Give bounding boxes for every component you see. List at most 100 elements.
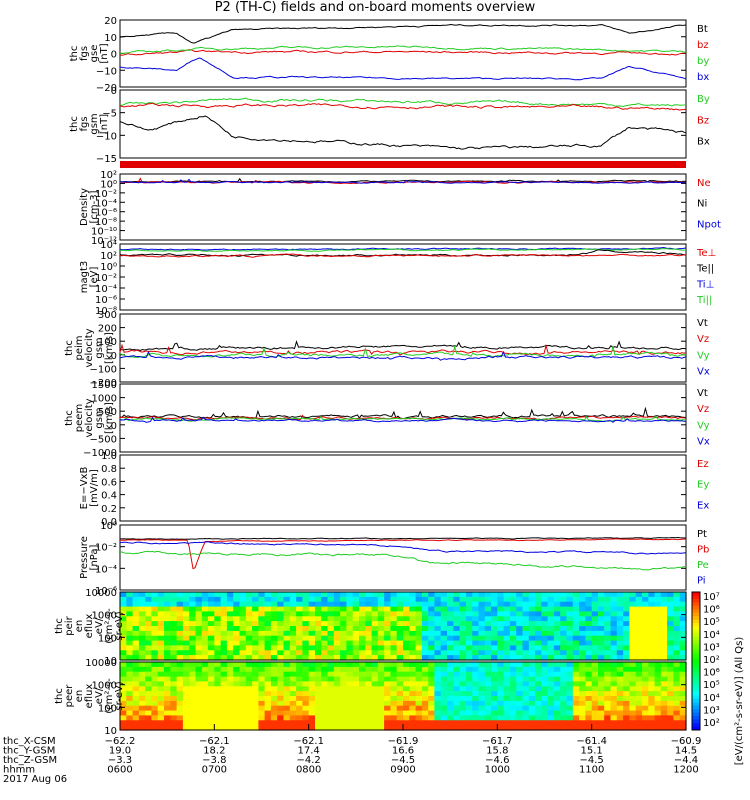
spectrogram-cell (679, 696, 687, 702)
spectrogram-cell (283, 611, 291, 617)
spectrogram-cell (214, 710, 222, 717)
spectrogram-cell (302, 630, 310, 637)
spectrogram-cell (679, 662, 687, 668)
spectrogram-cell (491, 720, 498, 726)
spectrogram-cell (579, 676, 586, 683)
legend-Ti||: Ti|| (696, 295, 712, 306)
spectrogram-cell (660, 720, 668, 726)
spectrogram-cell (654, 686, 662, 692)
spectrogram-cell (560, 725, 568, 731)
spectrogram-cell (497, 671, 505, 678)
spectrogram-cell (296, 596, 303, 603)
spectrogram-cell (132, 626, 140, 632)
spectrogram-cell (132, 710, 140, 717)
spectrogram-cell (245, 662, 253, 668)
spectrogram-cell (598, 626, 605, 632)
spectrogram-cell (296, 700, 303, 707)
spectrogram-cell (214, 705, 222, 712)
spectrogram-cell (522, 601, 530, 608)
spectrogram-cell (403, 621, 410, 627)
colorbar-cell (692, 709, 700, 714)
spectrogram-cell (352, 696, 360, 702)
spectrogram-cell (239, 662, 247, 668)
spectrogram-cell (321, 725, 329, 731)
spectrogram-cell (270, 650, 278, 656)
spectrogram-cell (120, 611, 127, 617)
spectrogram-cell (447, 696, 454, 702)
spectrogram-cell (132, 715, 140, 721)
spectrogram-cell (648, 696, 656, 702)
spectrogram-cell (377, 650, 385, 656)
spectrogram-cell (478, 710, 486, 717)
spectrogram-cell (679, 681, 687, 687)
spectrogram-cell (459, 616, 467, 622)
spectrogram-cell (591, 686, 599, 692)
spectrogram-cell (616, 645, 624, 651)
spectrogram-cell (264, 710, 272, 717)
x-tick-label: −62.2 (105, 736, 136, 747)
spectrogram-cell (459, 700, 467, 707)
spectrogram-cell (333, 700, 341, 707)
spectrogram-cell (572, 630, 580, 637)
spectrogram-cell (572, 696, 580, 702)
spectrogram-cell (642, 621, 649, 627)
y-axis-label: peir (64, 615, 75, 635)
spectrogram-cell (453, 691, 461, 697)
spectrogram-cell (340, 655, 347, 661)
spectrogram-cell (170, 676, 178, 683)
spectrogram-cell (472, 635, 480, 642)
spectrogram-cell (189, 650, 197, 656)
y-axis-label: E=−VxB (79, 467, 90, 510)
spectrogram-cell (673, 592, 681, 598)
panel-frame-ion_velocity (119, 313, 687, 383)
spectrogram-cell (616, 666, 624, 673)
spectrogram-cell (673, 635, 681, 642)
spectrogram-cell (384, 666, 391, 673)
spectrogram-cell (333, 601, 341, 608)
spectrogram-cell (667, 592, 674, 598)
spectrogram-cell (182, 681, 190, 687)
spectrogram-cell (598, 655, 605, 661)
spectrogram-cell (182, 700, 190, 707)
spectrogram-cell (157, 645, 165, 651)
spectrogram-cell (522, 640, 530, 647)
y-tick-label: 0 (111, 86, 117, 97)
spectrogram-cell (321, 601, 329, 608)
spectrogram-cell (270, 635, 278, 642)
spectrogram-cell (283, 626, 291, 632)
spectrogram-cell (635, 715, 643, 721)
spectrogram-cell (340, 686, 347, 692)
spectrogram-cell (157, 705, 165, 712)
spectrogram-cell (371, 650, 379, 656)
spectrogram-cell (384, 700, 391, 707)
spectrogram-cell (421, 681, 429, 687)
spectrogram-cell (421, 696, 429, 702)
spectrogram-cell (189, 676, 197, 683)
spectrogram-cell (648, 700, 656, 707)
spectrogram-cell (239, 676, 247, 683)
spectrogram-cell (214, 681, 222, 687)
spectrogram-cell (616, 640, 624, 647)
spectrogram-cell (138, 705, 146, 712)
spectrogram-cell (560, 630, 568, 637)
spectrogram-cell (642, 725, 649, 731)
spectrogram-cell (610, 640, 618, 647)
series-Vx-ele (119, 416, 687, 423)
y-axis-label: sr-eV) (114, 681, 125, 710)
spectrogram-cell (484, 720, 492, 726)
spectrogram-cell (308, 611, 316, 617)
spectrogram-cell (233, 671, 241, 678)
spectrogram-cell (497, 596, 505, 603)
spectrogram-cell (403, 645, 410, 651)
spectrogram-cell (535, 676, 542, 683)
spectrogram-cell (164, 606, 171, 613)
spectrogram-cell (245, 640, 253, 647)
colorbar-cell (692, 592, 700, 596)
y-tick-label: −200 (90, 378, 117, 389)
spectrogram-cell (182, 645, 190, 651)
spectrogram-cell (585, 592, 593, 598)
spectrogram-cell (673, 601, 681, 608)
spectrogram-cell (182, 616, 190, 622)
spectrogram-cell (120, 705, 127, 712)
spectrogram-cell (176, 630, 184, 637)
